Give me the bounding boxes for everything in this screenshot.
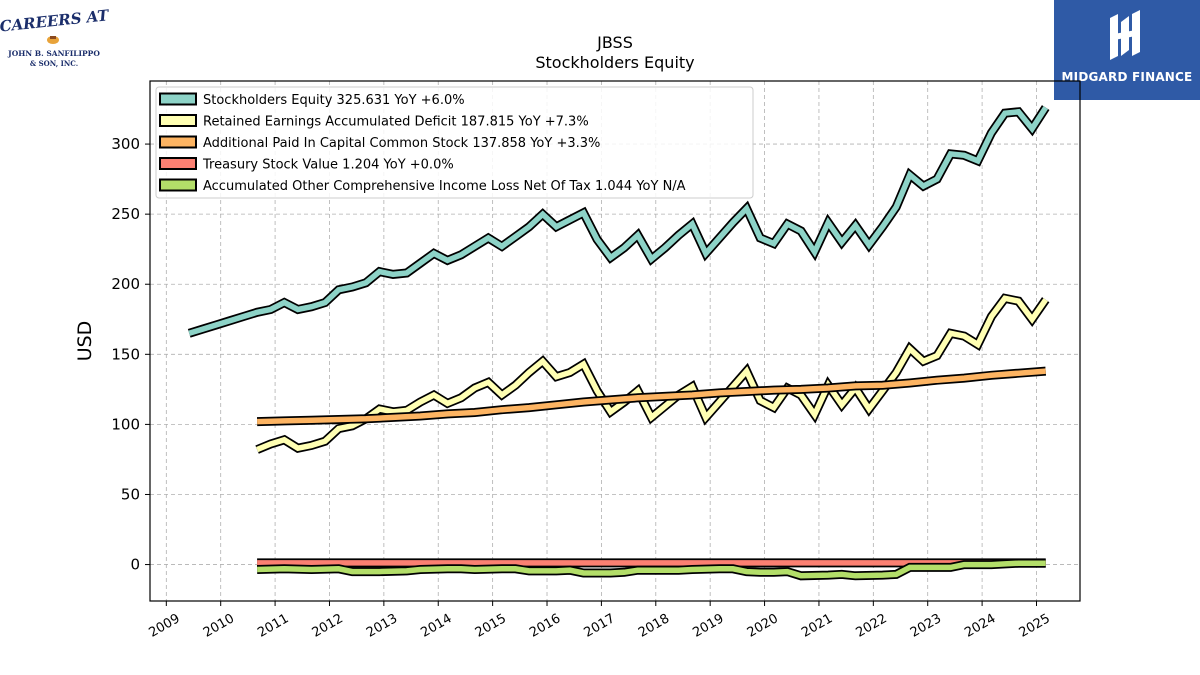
x-tick-label: 2014 <box>418 611 454 641</box>
careers-logo-graphic: CAREERS AT JOHN B. SANFILIPPO & SON, INC… <box>0 6 111 68</box>
logo-line3: & SON, INC. <box>30 59 78 68</box>
legend-entry: Treasury Stock Value 1.204 YoY +0.0% <box>202 158 454 173</box>
midgard-emblem-icon <box>1110 10 1140 60</box>
x-tick-label: 2019 <box>690 611 726 641</box>
series-apic <box>256 366 1047 427</box>
legend-swatch <box>159 114 197 127</box>
legend-box <box>155 86 754 199</box>
x-tick-label: 2015 <box>473 611 509 641</box>
midgard-finance-logo: MIDGARD FINANCE <box>1054 0 1200 100</box>
chart-subtitle: Stockholders Equity <box>535 53 694 72</box>
x-tick-label: 2021 <box>799 611 835 641</box>
y-tick-label: 100 <box>111 415 140 433</box>
y-tick-label: 200 <box>111 275 140 293</box>
y-tick-label: 0 <box>130 556 140 574</box>
x-tick-label: 2020 <box>745 611 781 641</box>
series-aoci <box>256 558 1046 581</box>
y-axis-label: USD <box>74 321 96 362</box>
x-tick-label: 2018 <box>636 611 672 641</box>
logo-line2: JOHN B. SANFILIPPO <box>7 49 100 58</box>
series-retained <box>255 293 1050 454</box>
legend-entry: Retained Earnings Accumulated Deficit 18… <box>203 115 589 130</box>
x-tick-label: 2011 <box>255 611 291 641</box>
x-tick-label: 2013 <box>364 611 400 641</box>
y-tick-label: 300 <box>111 135 140 153</box>
nut-cap-icon <box>50 36 56 39</box>
x-tick-label: 2010 <box>201 611 237 641</box>
series-line <box>257 560 1046 579</box>
legend: Stockholders Equity 325.631 YoY +6.0% Ret… <box>155 86 754 199</box>
series-line <box>257 368 1046 425</box>
legend-entry: Accumulated Other Comprehensive Income L… <box>203 179 686 194</box>
x-tick-label: 2017 <box>582 611 618 641</box>
x-tick-label: 2016 <box>527 611 563 641</box>
x-tick-label: 2012 <box>310 611 346 641</box>
careers-logo: CAREERS AT JOHN B. SANFILIPPO & SON, INC… <box>0 0 111 75</box>
x-tick-label: 2022 <box>854 611 890 641</box>
x-tick-label: 2023 <box>908 611 944 641</box>
legend-entry: Stockholders Equity 325.631 YoY +6.0% <box>203 93 465 108</box>
legend-swatch <box>159 92 197 106</box>
y-tick-label: 250 <box>111 205 140 223</box>
x-tick-label: 2025 <box>1017 611 1053 641</box>
midgard-finance-name: MIDGARD FINANCE <box>1061 70 1193 84</box>
plot-area-frame <box>149 80 1081 602</box>
chart-title: JBSS <box>596 33 633 52</box>
y-tick-label: 150 <box>111 345 140 363</box>
series-line <box>188 106 1049 336</box>
y-tick-label: 50 <box>121 485 140 503</box>
x-tick-label: 2009 <box>146 611 182 641</box>
legend-swatch <box>159 135 197 149</box>
x-tick-label: 2024 <box>962 611 998 641</box>
series-lines <box>187 105 1050 581</box>
legend-swatch <box>159 157 197 170</box>
legend-entry: Additional Paid In Capital Common Stock … <box>203 136 600 151</box>
legend-swatch <box>159 178 197 192</box>
series-line <box>256 295 1048 453</box>
series-equity <box>187 105 1050 338</box>
